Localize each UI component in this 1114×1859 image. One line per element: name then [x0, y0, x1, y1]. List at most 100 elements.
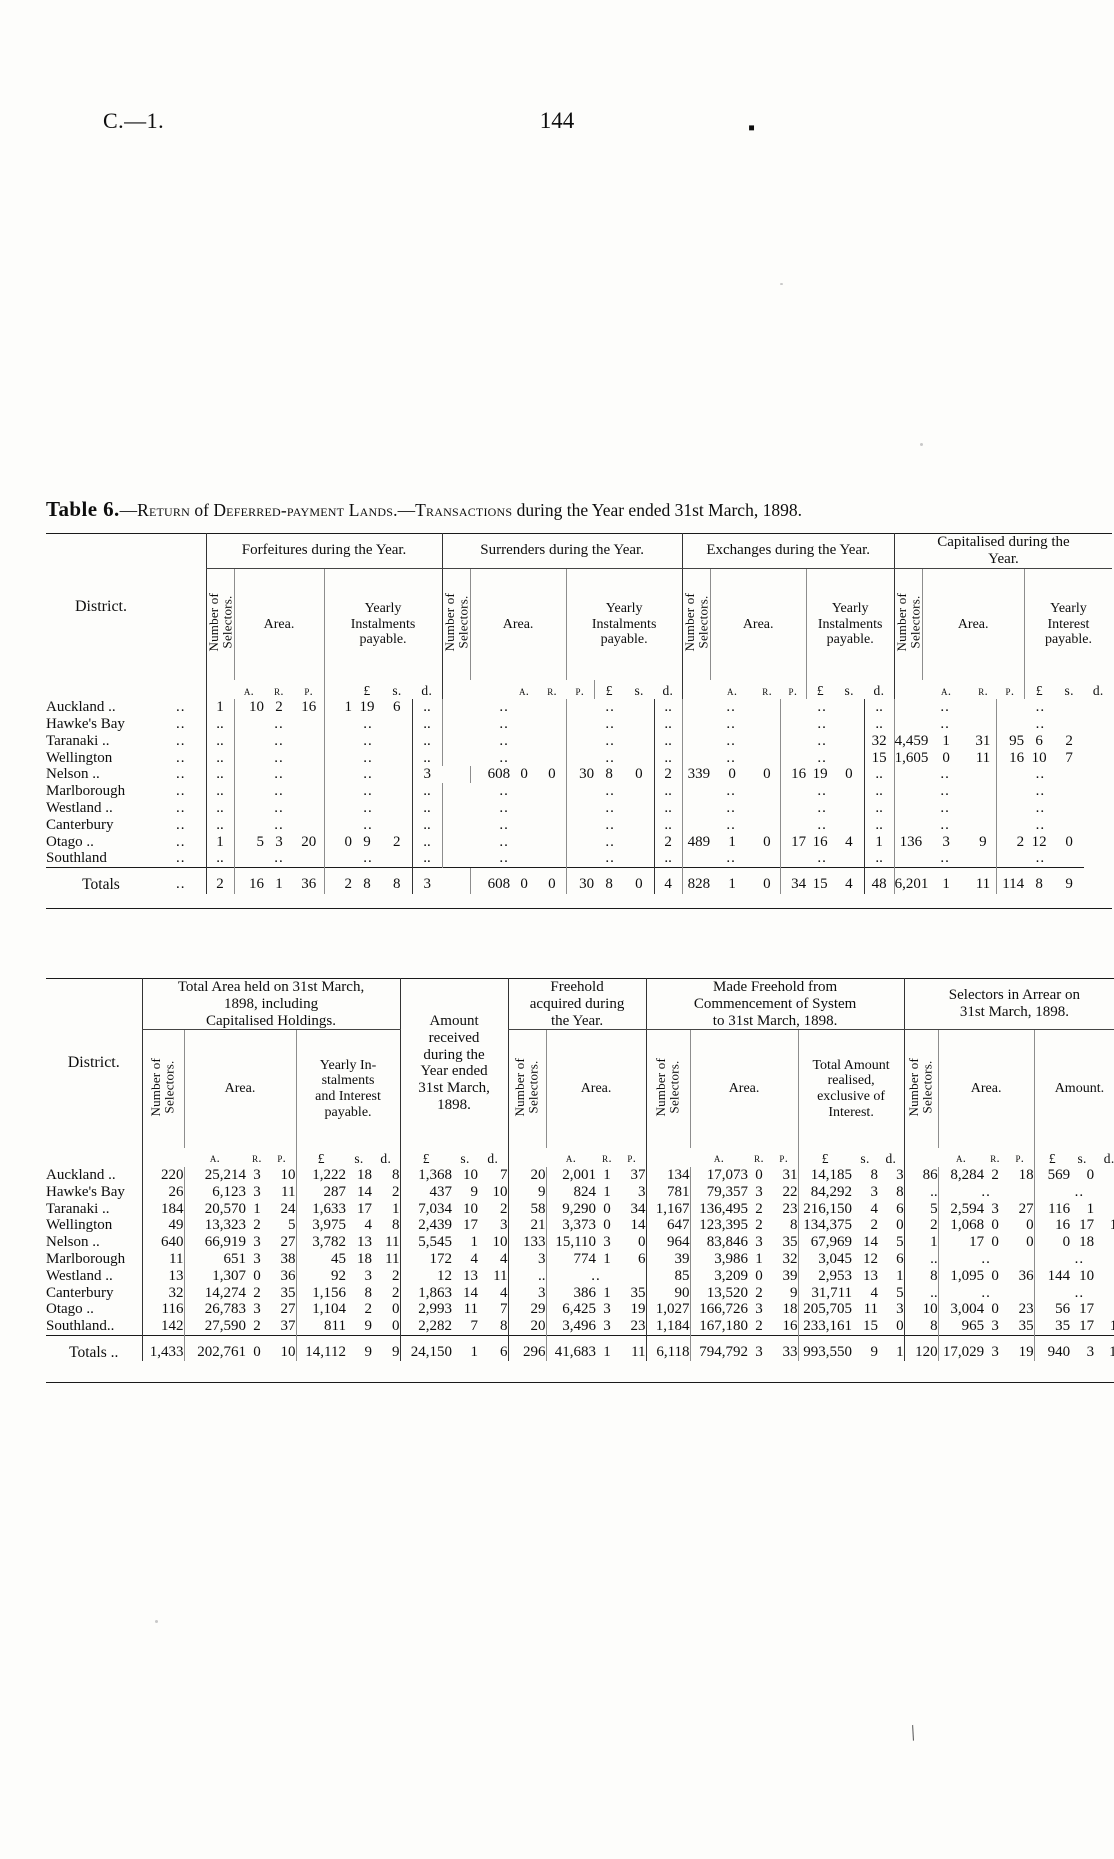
unit-shillings: s.	[354, 1150, 364, 1166]
forfeitures-money-blank: ..	[323, 716, 412, 733]
madefreehold-realised-pence: 6	[896, 1200, 904, 1217]
total-area-acres: 26,783	[183, 1301, 246, 1319]
capitalised-area-perches: 11	[975, 749, 991, 766]
arrear-amount-shillings: 17	[1079, 1217, 1095, 1234]
capitalised-area-roods: 1	[922, 867, 971, 894]
madefreehold-selectors: 964	[645, 1234, 691, 1251]
district-name: Marlborough	[46, 1250, 126, 1267]
exchanges-area-roods: 1	[710, 867, 755, 894]
capitalised-money-blank: ..	[995, 799, 1085, 817]
madefreehold-realised-pence: 6	[896, 1250, 904, 1267]
freehold-selectors: 3	[507, 1284, 547, 1302]
madefreehold-realised-pounds: 84,292	[797, 1183, 853, 1201]
subheader-surrenders-number-of-selectors: Number of Selectors.	[441, 568, 470, 681]
table-row: Marlborough 11 651 3 38 45 18 11 172 4 4 3 774 1 6 39 3,…	[46, 1250, 1114, 1268]
forfeitures-money-blank: ..	[323, 783, 412, 800]
arrear-selectors: 86	[903, 1167, 939, 1184]
district-header: District.	[75, 598, 127, 616]
received-shillings: 10	[463, 1167, 479, 1183]
unit-blank-district	[46, 680, 156, 699]
total-area-perches: 24	[280, 1200, 296, 1217]
spacer	[46, 1361, 1114, 1368]
capitalised-selectors: ..	[863, 783, 895, 800]
arrear-area-acres: 965	[937, 1318, 985, 1336]
surrenders-selectors: 3	[411, 867, 443, 894]
madefreehold-area-roods: 3	[755, 1234, 763, 1251]
received-pounds: 12	[399, 1267, 453, 1285]
forfeitures-selectors: ..	[205, 716, 234, 733]
total-selectors: 116	[141, 1301, 184, 1319]
total-selectors: 184	[141, 1200, 184, 1218]
madefreehold-realised-pence: 3	[896, 1167, 904, 1183]
surrenders-area-blank: ..	[441, 716, 567, 733]
capitalised-shillings: 8	[1024, 867, 1055, 894]
forfeitures-pounds: 2	[323, 867, 352, 894]
exchanges-area-blank: ..	[681, 749, 781, 767]
surrenders-area-blank: ..	[441, 850, 567, 868]
freehold-area-roods: 1	[596, 1334, 619, 1362]
total-area-acres: 6,123	[183, 1183, 246, 1201]
exchanges-selectors: 2	[653, 833, 683, 851]
madefreehold-realised-shillings: 2	[870, 1217, 879, 1234]
district-name: Marlborough	[46, 783, 126, 800]
capitalised-money-blank: ..	[995, 783, 1085, 800]
exchanges-pounds: 17	[779, 833, 807, 851]
capitalised-area-roods: 0	[942, 749, 950, 766]
freehold-area-acres: 824	[545, 1183, 597, 1201]
unit-acres: a.	[565, 1151, 577, 1166]
received-pence: 4	[500, 1284, 508, 1301]
upper-table-head: District. Forfeitures during the Year. S…	[46, 533, 1113, 681]
unit-blank	[893, 680, 923, 700]
madefreehold-area-acres: 79,357	[689, 1183, 749, 1201]
freehold-area-perches: 6	[638, 1250, 646, 1267]
unit-pence: d.	[885, 1150, 897, 1166]
surrenders-money-blank: ..	[565, 699, 655, 716]
unit-blank	[681, 680, 711, 700]
madefreehold-area-acres: 166,726	[689, 1301, 749, 1319]
arrear-area-roods: 0	[991, 1301, 999, 1318]
exchanges-selectors: ..	[653, 716, 683, 733]
freehold-area-roods: 1	[603, 1250, 611, 1267]
madefreehold-realised-pounds: 134,375	[797, 1217, 853, 1235]
total-area-roods: 3	[253, 1301, 261, 1318]
unit-blank-lead	[156, 680, 206, 699]
surrenders-selectors: ..	[411, 833, 443, 851]
subheader-arrear-number-of-selectors: Number of Selectors.	[903, 1029, 939, 1148]
unit-pounds: £	[805, 680, 835, 700]
total-area-acres: 202,761	[183, 1334, 246, 1362]
total-area-roods: 3	[253, 1250, 261, 1267]
freehold-selectors: ..	[507, 1267, 547, 1285]
received-pence: 10	[492, 1234, 508, 1251]
total-instalments-pence: 2	[392, 1183, 400, 1200]
total-area-acres: 1,307	[183, 1267, 246, 1285]
total-area-roods: 2	[253, 1318, 261, 1335]
arrear-amount-blank: ..	[1033, 1284, 1114, 1302]
freehold-area-perches: 23	[630, 1318, 646, 1335]
district-header: District.	[67, 1054, 120, 1072]
total-instalments-pence: 1	[392, 1200, 400, 1217]
district-name: Canterbury	[46, 1284, 114, 1301]
freehold-selectors: 3	[507, 1250, 547, 1268]
district-name: Otago ..	[46, 1301, 94, 1318]
group-header-freehold-acquired: Freehold acquired during the Year.	[507, 978, 647, 1031]
total-area-perches: 37	[280, 1318, 296, 1335]
capitalised-money-blank: ..	[995, 850, 1085, 868]
capitalised-area-perches: 31	[975, 732, 991, 749]
capitalised-shillings: 10	[1031, 749, 1047, 766]
capitalised-money-blank: ..	[995, 766, 1085, 784]
district-lead-dots: ..	[176, 833, 186, 850]
received-pounds: 1,863	[399, 1284, 453, 1302]
capitalised-pounds: 2	[995, 833, 1025, 851]
forfeitures-money-blank: ..	[323, 816, 412, 834]
total-instalments-pence: 0	[392, 1318, 400, 1335]
arrear-selectors: 5	[903, 1200, 939, 1218]
arrear-area-perches: 27	[1018, 1200, 1034, 1217]
subheader-exchanges-yearly-instalments: Yearly Instalments payable.	[805, 568, 895, 681]
table-row: Marlborough..........................	[46, 783, 1112, 800]
exchanges-selectors: ..	[653, 749, 683, 767]
lower-group-header-row: District. Total Area held on 31st March,…	[46, 978, 1114, 1148]
arrear-selectors: 1	[903, 1234, 939, 1251]
unit-acres: a.	[956, 1151, 967, 1166]
total-instalments-pounds: 3,975	[295, 1217, 346, 1235]
capitalised-area-blank: ..	[893, 816, 997, 834]
